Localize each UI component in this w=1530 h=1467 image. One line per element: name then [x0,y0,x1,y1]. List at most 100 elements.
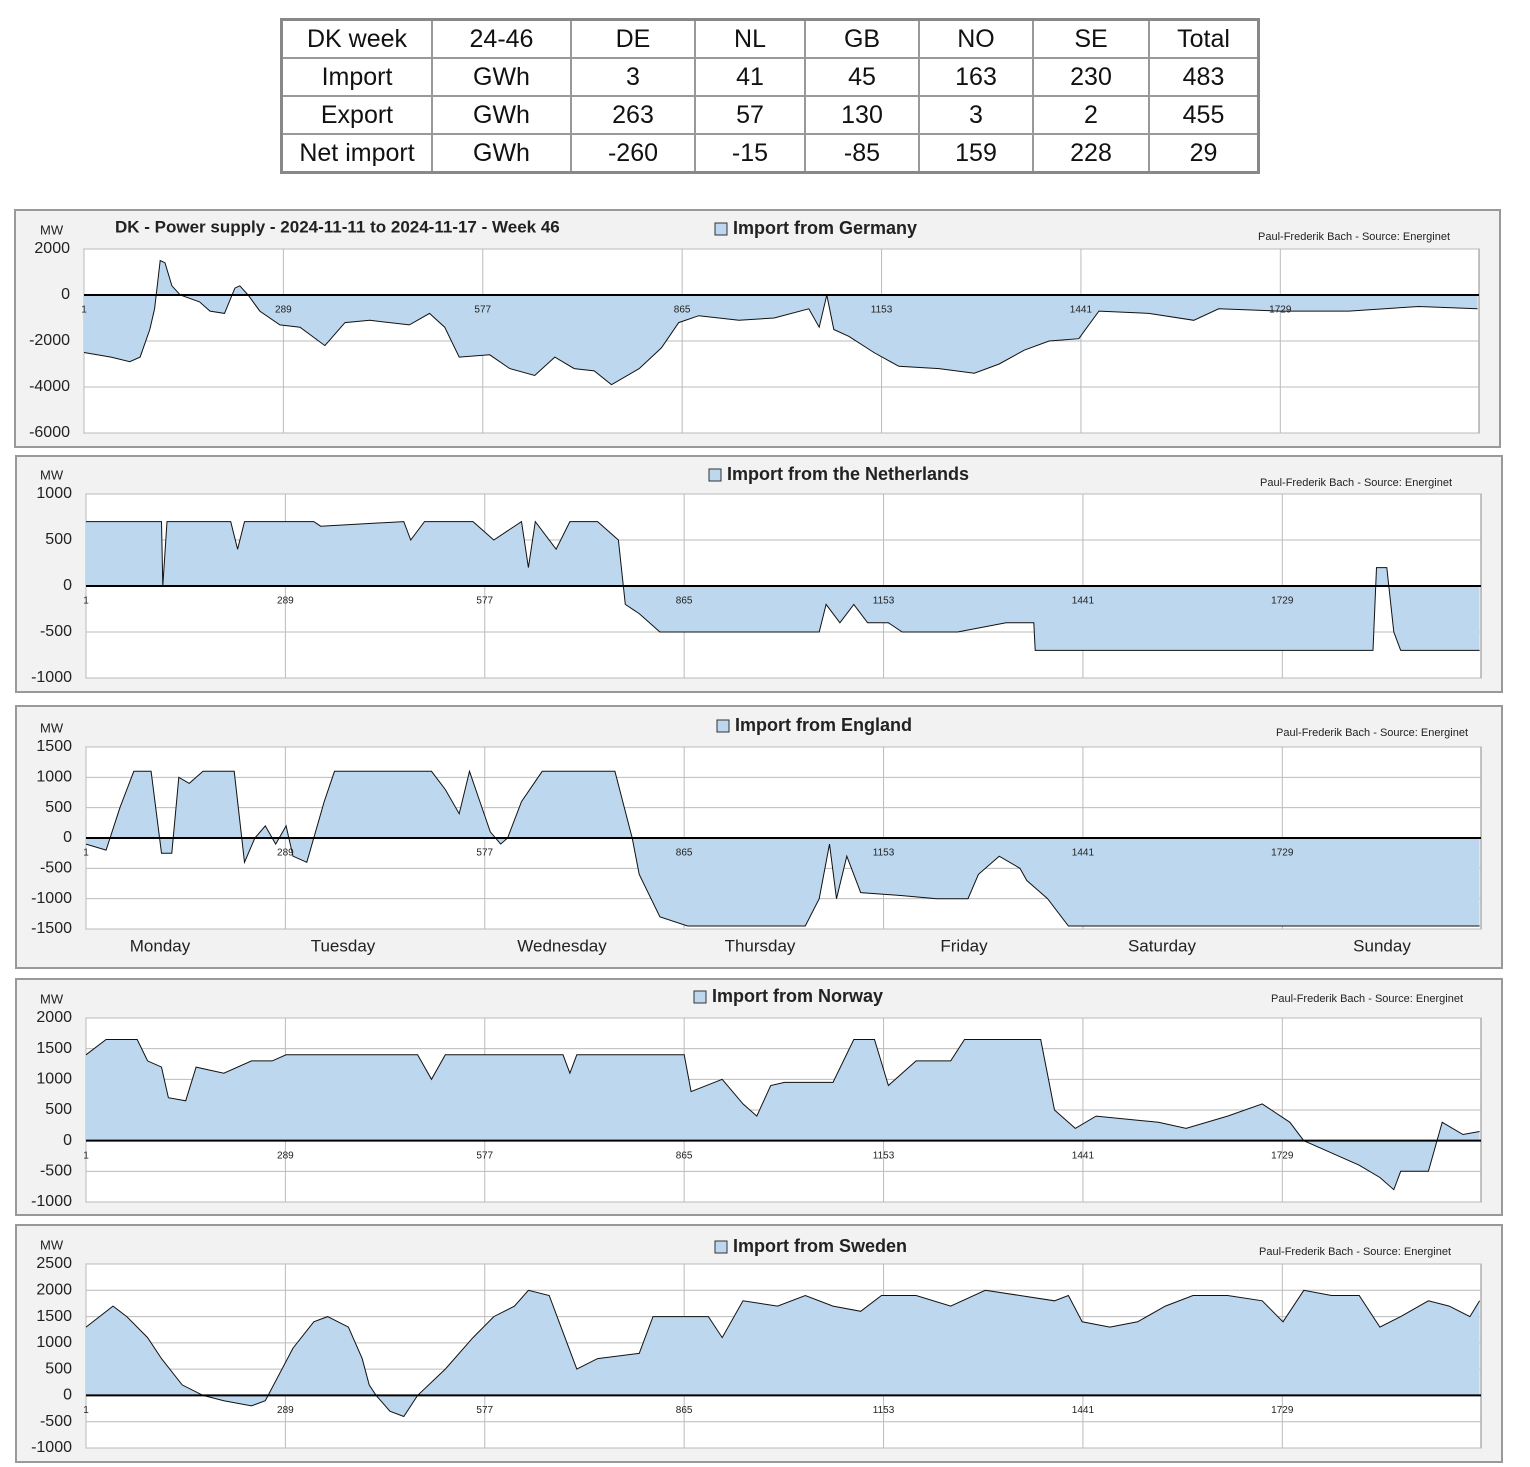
x-tick-label: 865 [676,1405,693,1416]
table-cell: DK week [280,18,433,59]
table-cell: 130 [804,95,920,135]
table-cell: 228 [1032,133,1150,174]
y-tick-label: -500 [40,623,72,640]
table-cell: -260 [570,133,696,174]
table-row: Import GWh 3 41 45 163 230 483 [280,57,1260,97]
legend-swatch [714,222,728,236]
y-tick-label: 2000 [36,1282,72,1299]
table-cell: Net import [280,133,433,174]
x-tick-label: 1729 [1269,305,1292,316]
area-line [85,1289,1481,1418]
area-line [83,259,1478,386]
y-tick-label: 1000 [36,769,72,786]
x-tick-label: 577 [476,1150,493,1161]
area-fill [86,1290,1480,1417]
y-tick-label: -2000 [29,332,70,349]
x-tick-label: 577 [476,596,493,607]
y-tick-label: 1500 [36,738,72,755]
credit: Paul-Frederik Bach - Source: Energinet [1259,1246,1451,1258]
legend-label: Import from Sweden [733,1236,907,1256]
y-tick-label: -4000 [29,378,70,395]
x-tick-label: 289 [277,848,294,859]
table-cell: DE [570,18,696,59]
y-unit: MW [40,1237,64,1252]
table-cell: 159 [918,133,1034,174]
area-line [85,1039,1480,1191]
y-tick-label: 1500 [36,1040,72,1057]
day-label: Tuesday [311,936,376,955]
y-tick-label: 1000 [36,485,72,502]
x-tick-label: 865 [676,1150,693,1161]
x-tick-label: 1153 [873,596,895,607]
credit: Paul-Frederik Bach - Source: Energinet [1258,231,1450,243]
x-tick-label: 1441 [1072,848,1095,859]
y-unit: MW [40,720,64,735]
x-tick-label: 1441 [1072,596,1095,607]
credit: Paul-Frederik Bach - Source: Energinet [1260,477,1452,489]
x-tick-label: 577 [474,305,491,316]
table-cell: -85 [804,133,920,174]
x-tick-label: 1 [83,1405,89,1416]
y-tick-label: 1500 [36,1308,72,1325]
table-cell: 455 [1148,95,1260,135]
area-line [86,520,1480,651]
y-tick-label: 0 [63,1387,72,1404]
y-tick-label: 1000 [36,1071,72,1088]
x-tick-label: 1 [83,596,89,607]
table-cell: 483 [1148,57,1260,97]
x-tick-label: 1153 [873,848,895,859]
area-line [85,769,1480,927]
table-cell: 29 [1148,133,1260,174]
area-fill [86,771,1480,926]
y-tick-label: 2000 [36,1009,72,1026]
legend-label: Import from Norway [712,986,883,1006]
legend-swatch [693,990,707,1004]
legend-label: Import from England [735,715,912,735]
table-cell: Total [1148,18,1260,59]
day-label: Friday [940,936,988,955]
table-cell: NL [694,18,806,59]
table-cell: GB [804,18,920,59]
y-tick-label: 500 [45,531,72,548]
table-cell: -15 [694,133,806,174]
x-tick-label: 1729 [1271,1150,1294,1161]
y-tick-label: -6000 [29,424,70,441]
x-tick-label: 1441 [1072,1405,1095,1416]
y-tick-label: -500 [40,860,72,877]
summary-table: DK week 24-46 DE NL GB NO SE Total Import GWh 3 41 4… [280,18,1260,174]
table-row: DK week 24-46 DE NL GB NO SE Total [280,18,1260,59]
x-tick-label: 289 [277,1150,294,1161]
y-tick-label: 0 [61,286,70,303]
table-cell: GWh [431,133,572,174]
table-cell: 57 [694,95,806,135]
legend-label: Import from the Netherlands [727,464,969,484]
table-cell: 163 [918,57,1034,97]
y-unit: MW [40,467,64,482]
day-label: Saturday [1128,936,1197,955]
credit: Paul-Frederik Bach - Source: Energinet [1276,727,1468,739]
table-cell: Export [280,95,433,135]
x-tick-label: 1441 [1072,1150,1095,1161]
x-tick-label: 1441 [1070,305,1093,316]
x-tick-label: 1153 [873,1150,895,1161]
y-tick-label: -1000 [31,890,72,907]
x-tick-label: 1 [83,1150,89,1161]
legend-swatch [716,719,730,733]
x-tick-label: 1729 [1271,1405,1294,1416]
x-tick-label: 289 [277,1405,294,1416]
table-row: Export GWh 263 57 130 3 2 455 [280,95,1260,135]
table-cell: NO [918,18,1034,59]
x-tick-label: 1153 [873,1405,895,1416]
day-label: Sunday [1353,936,1411,955]
table-cell: 45 [804,57,920,97]
chart-title: DK - Power supply - 2024-11-11 to 2024-1… [115,217,560,236]
x-tick-label: 865 [674,305,691,316]
y-tick-label: 500 [45,1360,72,1377]
y-tick-label: 0 [63,577,72,594]
y-tick-label: -500 [40,1163,72,1180]
table-cell: SE [1032,18,1150,59]
legend-label: Import from Germany [733,218,917,238]
x-tick-label: 1 [83,848,89,859]
x-tick-label: 1153 [871,305,893,316]
